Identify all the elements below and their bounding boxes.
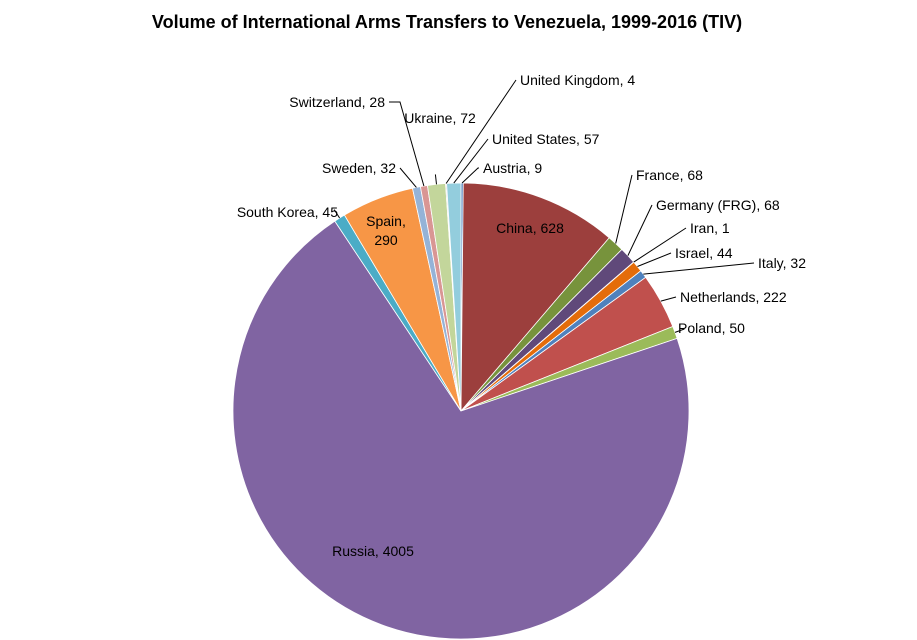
leader-line-united-states: [453, 138, 489, 184]
data-label-switzerland: Switzerland, 28: [289, 94, 385, 110]
data-label-germany-frg: Germany (FRG), 68: [656, 197, 780, 213]
leader-line-germany-frg: [627, 204, 653, 256]
slice-russia: [232, 220, 690, 640]
data-label-sweden: Sweden, 32: [322, 160, 396, 176]
data-label-china: China, 628: [496, 220, 564, 236]
data-label-united-states: United States, 57: [492, 131, 600, 147]
data-label-italy: Italy, 32: [758, 255, 806, 271]
slice-china: [460, 182, 610, 413]
data-label-austria: Austria, 9: [483, 160, 542, 176]
data-label-south-korea: South Korea, 45: [237, 204, 338, 220]
leader-line-italy: [643, 262, 755, 275]
leader-line-iran: [633, 227, 687, 263]
data-label-israel: Israel, 44: [675, 245, 733, 261]
chart-title: Volume of International Arms Transfers t…: [152, 12, 742, 32]
leader-line-israel: [637, 252, 672, 267]
data-label-ukraine: Ukraine, 72: [404, 110, 476, 126]
data-label-spain: Spain, 290: [366, 213, 406, 248]
data-label-poland: Poland, 50: [678, 320, 745, 336]
leader-line-france: [615, 174, 633, 244]
data-labels: Austria, 9 China, 628 France, 68 Germany (F…: [237, 72, 806, 559]
leader-line-sweden: [399, 167, 417, 188]
leader-line-austria: [461, 167, 479, 184]
leader-line-south-korea: [333, 209, 341, 219]
leader-line-switzerland: [389, 101, 425, 187]
data-label-netherlands: Netherlands, 222: [680, 289, 787, 305]
leader-line-united-kingdom: [445, 79, 517, 184]
leader-line-netherlands: [660, 296, 677, 302]
data-label-russia: Russia, 4005: [332, 543, 414, 559]
leader-line-ukraine: [434, 174, 437, 185]
data-label-france: France, 68: [636, 167, 703, 183]
leader-line-poland: [674, 328, 685, 333]
data-label-united-kingdom: United Kingdom, 4: [520, 72, 635, 88]
pie-slices: [232, 182, 690, 640]
leader-lines: [333, 79, 755, 333]
data-label-iran: Iran, 1: [690, 220, 730, 236]
